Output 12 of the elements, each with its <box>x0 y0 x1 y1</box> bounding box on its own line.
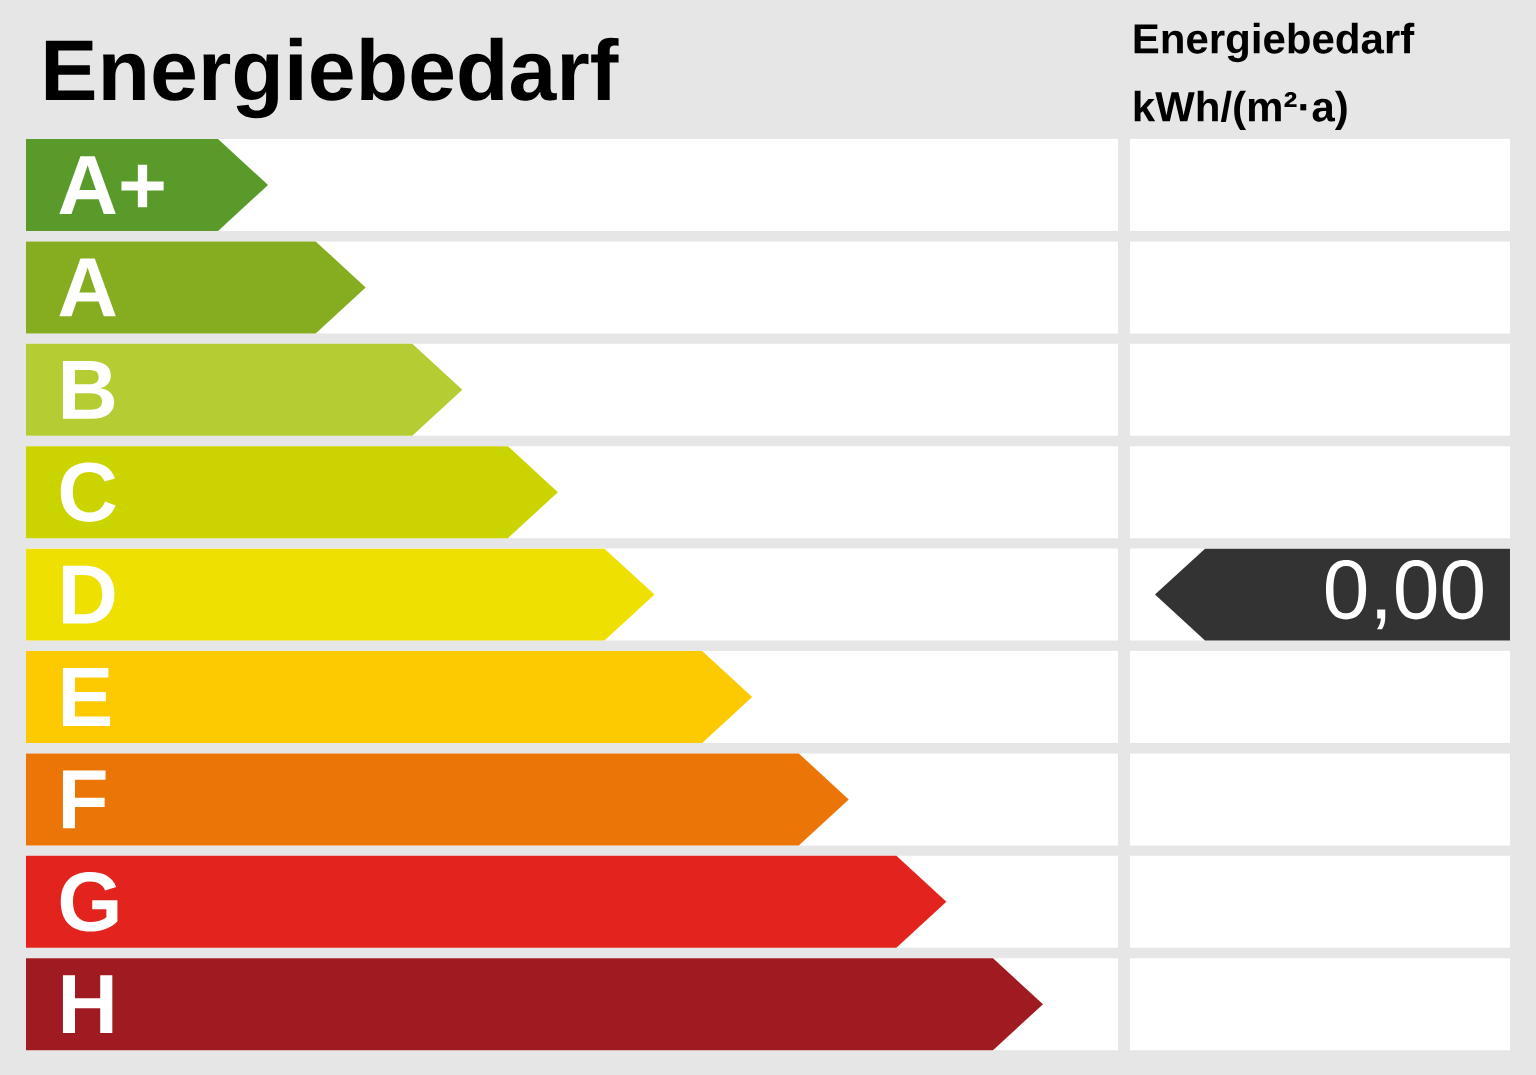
chart-title: Energiebedarf <box>45 37 619 119</box>
y-tick-label: A+ <box>59 156 164 214</box>
y-tick-label: E <box>62 668 111 726</box>
y-tick-label: B <box>62 360 115 419</box>
y-tick-label: C <box>60 462 116 522</box>
y-tick-label: F <box>62 770 106 829</box>
y-tick-label: H <box>62 975 113 1034</box>
y-tick-label: D <box>62 565 115 624</box>
text: 0,00 <box>1325 559 1483 630</box>
text: Energiebedarf kWh/(m²·a) <box>1134 22 1415 130</box>
y-tick-label: A <box>59 258 116 317</box>
y-tick-label: G <box>60 872 118 932</box>
